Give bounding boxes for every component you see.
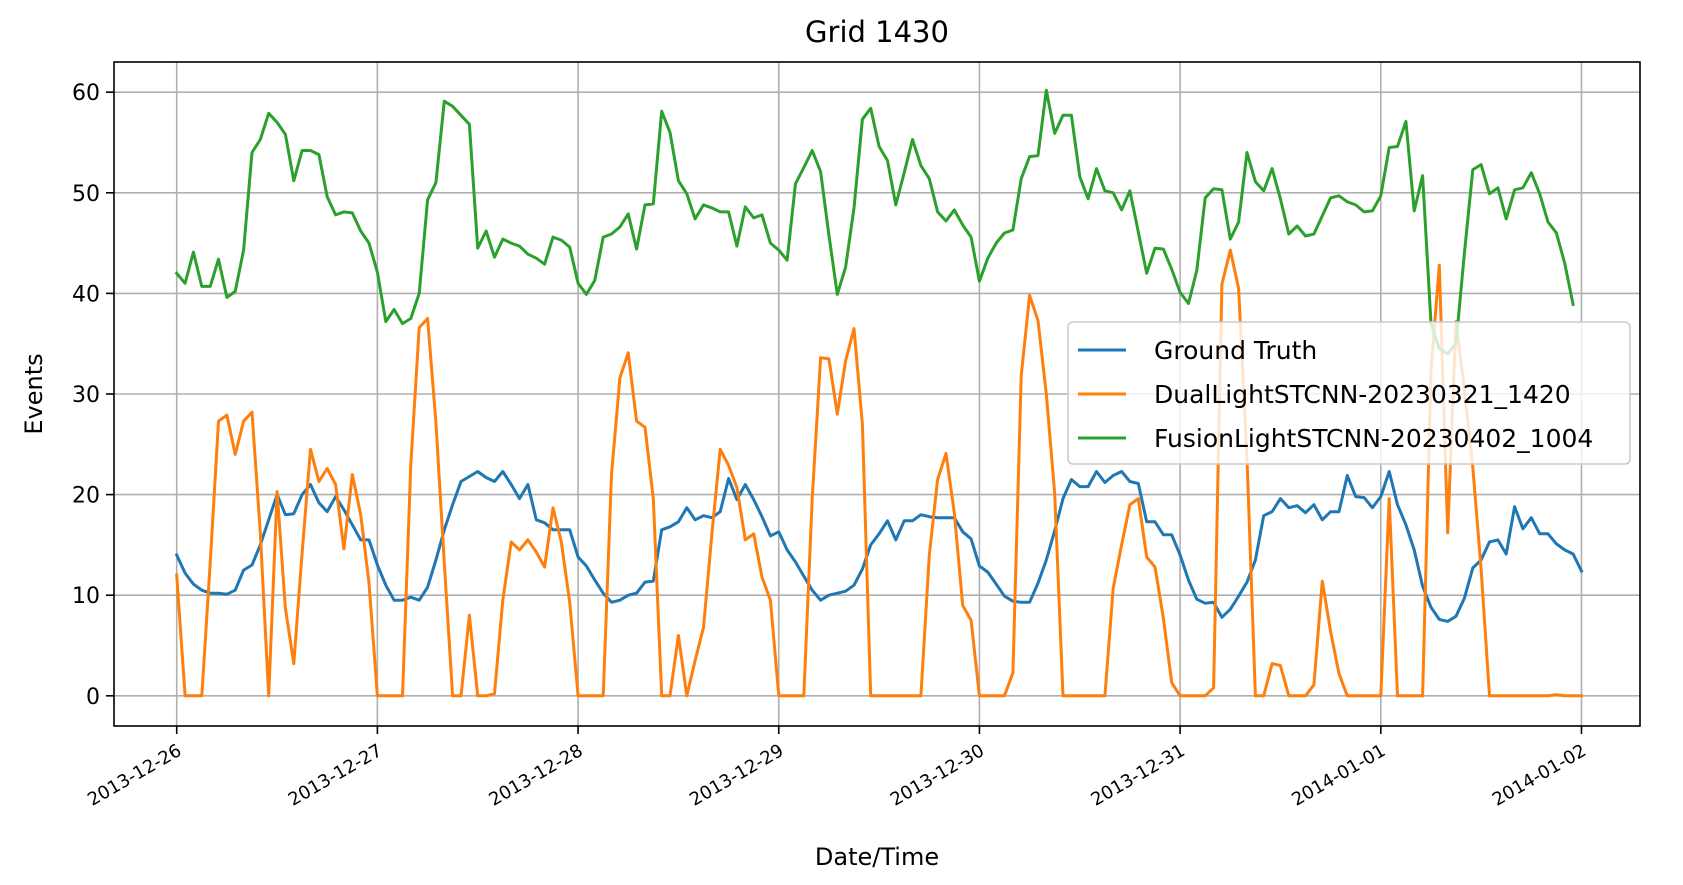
y-tick-label: 30 <box>72 383 100 408</box>
y-tick-label: 50 <box>72 182 100 207</box>
y-tick-label: 60 <box>72 81 100 106</box>
legend-label: Ground Truth <box>1154 336 1317 365</box>
series-line-3 <box>174 88 1575 356</box>
chart-title: Grid 1430 <box>805 15 949 49</box>
y-tick-label: 40 <box>72 282 100 307</box>
y-axis-ticks: 0 10 20 30 40 50 60 <box>72 81 114 710</box>
series-line-1 <box>174 470 1584 623</box>
y-tick-label: 0 <box>86 685 100 710</box>
y-tick-label: 20 <box>72 484 100 509</box>
x-axis-label: Date/Time <box>815 843 939 871</box>
y-tick-label: 10 <box>72 584 100 609</box>
series-line-2 <box>175 248 1583 698</box>
legend: Ground Truth DualLightSTCNN-20230321_1420… <box>1067 321 1631 465</box>
legend-label: DualLightSTCNN-20230321_1420 <box>1154 380 1571 409</box>
legend-label: FusionLightSTCNN-20230402_1004 <box>1154 424 1593 453</box>
series-lines <box>174 88 1584 698</box>
y-axis-label: Events <box>20 353 48 434</box>
legend-box <box>1067 321 1631 465</box>
